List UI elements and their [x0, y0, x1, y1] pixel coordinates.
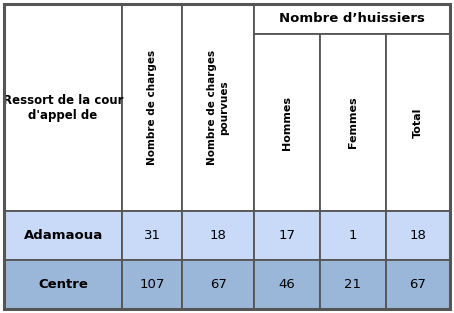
Bar: [4, 211, 122, 260]
Bar: [183, 260, 254, 309]
Text: 17: 17: [278, 229, 295, 242]
Text: 18: 18: [210, 229, 227, 242]
Text: 67: 67: [210, 278, 227, 291]
Bar: [320, 260, 386, 309]
Bar: [254, 260, 320, 309]
Text: Ressort de la cour
d'appel de: Ressort de la cour d'appel de: [3, 94, 123, 121]
Text: 46: 46: [278, 278, 295, 291]
Text: Total: Total: [413, 107, 423, 138]
Bar: [122, 260, 183, 309]
Bar: [4, 4, 122, 211]
Text: 1: 1: [349, 229, 357, 242]
Bar: [386, 211, 450, 260]
Bar: [183, 211, 254, 260]
Text: 31: 31: [144, 229, 161, 242]
Text: 18: 18: [410, 229, 426, 242]
Bar: [320, 34, 386, 211]
Bar: [122, 211, 183, 260]
Text: 107: 107: [140, 278, 165, 291]
Text: Nombre de charges: Nombre de charges: [147, 50, 157, 165]
Text: Adamaoua: Adamaoua: [24, 229, 103, 242]
Text: Centre: Centre: [38, 278, 88, 291]
Bar: [254, 4, 450, 34]
Bar: [254, 34, 320, 211]
Bar: [320, 211, 386, 260]
Bar: [254, 211, 320, 260]
Text: 21: 21: [344, 278, 361, 291]
Text: Nombre de charges
pourvues: Nombre de charges pourvues: [207, 50, 229, 165]
Text: 67: 67: [410, 278, 426, 291]
Bar: [122, 4, 183, 211]
Bar: [4, 260, 122, 309]
Bar: [386, 34, 450, 211]
Text: Femmes: Femmes: [348, 97, 358, 148]
Text: Nombre d’huissiers: Nombre d’huissiers: [279, 13, 425, 25]
Bar: [386, 260, 450, 309]
Text: Hommes: Hommes: [282, 95, 292, 150]
Bar: [183, 4, 254, 211]
